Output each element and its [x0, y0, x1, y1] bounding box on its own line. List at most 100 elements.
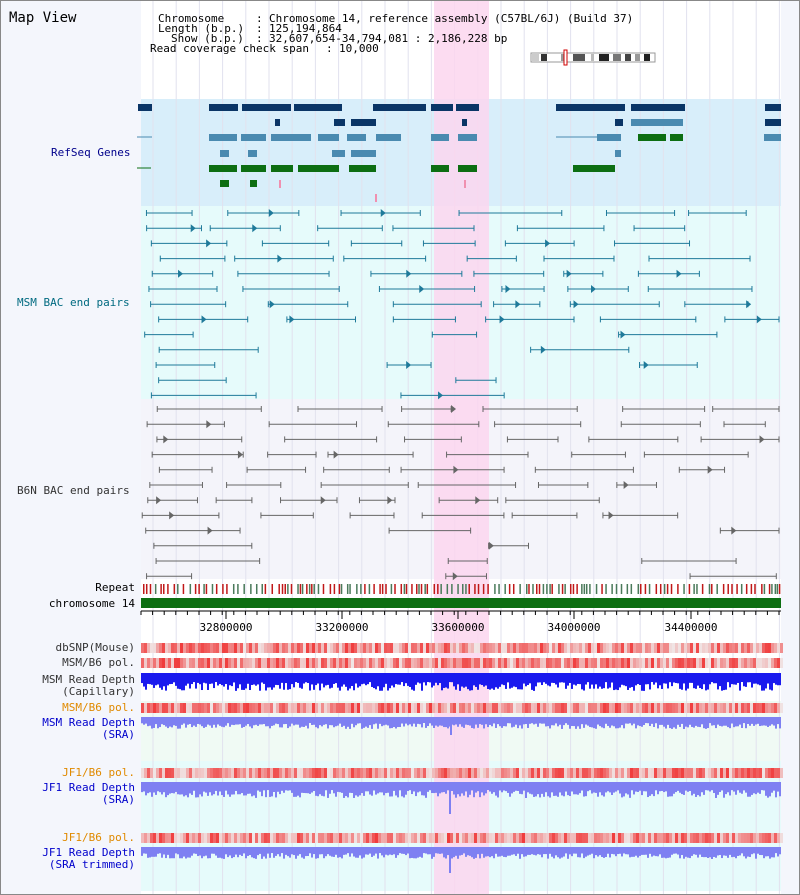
msm-depth-sra-bar	[323, 717, 325, 725]
msm-depth-capillary-bar	[315, 673, 317, 686]
msm-depth-capillary-bar	[331, 673, 333, 688]
jf1-b6-pol-heat	[411, 768, 414, 778]
msm-depth-sra-bar	[715, 717, 717, 729]
msm-depth-capillary-bar	[359, 673, 361, 687]
dbsnp-heat	[627, 643, 630, 653]
gene-exon	[271, 134, 311, 141]
msm-depth-capillary-bar	[735, 673, 737, 685]
dbsnp-heat	[453, 643, 456, 653]
jf1-depth-sra-bar	[385, 782, 387, 794]
msm-depth-sra-bar	[247, 717, 249, 725]
msm-depth-sra-bar	[519, 717, 521, 726]
msm-b6-pol-heat	[432, 658, 435, 668]
msm-depth-capillary-bar	[671, 673, 673, 687]
msm-depth-capillary-bar	[371, 673, 373, 687]
jf1-b6-pol2-heat	[390, 833, 393, 843]
jf1-depth-sra-bar	[447, 782, 449, 791]
jf1-depth-sra-bar	[537, 782, 539, 795]
repeat-element	[727, 584, 729, 594]
msm-b6-pol2-heat	[609, 703, 612, 713]
jf1-b6-pol-heat	[222, 768, 225, 778]
msm-b6-pol2-label: MSM/B6 pol.	[62, 701, 135, 714]
msm-depth-sra-bar	[159, 717, 161, 728]
jf1-depth-trim-bar	[247, 847, 249, 856]
msm-depth-capillary-bar	[335, 673, 337, 684]
msm-b6-pol-heat	[246, 658, 249, 668]
jf1-b6-pol-heat	[612, 768, 615, 778]
gene-exon	[615, 119, 623, 126]
msm-depth-sra-bar	[483, 717, 485, 729]
dbsnp-heat	[750, 643, 753, 653]
jf1-b6-pol2-heat	[624, 833, 627, 843]
msm-b6-pol2-heat	[561, 703, 564, 713]
msm-b6-pol-heat	[333, 658, 336, 668]
jf1-depth-sra-bar	[763, 782, 765, 791]
dbsnp-heat	[366, 643, 369, 653]
jf1-depth-trim-bar	[595, 847, 597, 856]
msm-b6-pol-heat	[648, 658, 651, 668]
jf1-b6-pol-heat	[492, 768, 495, 778]
jf1-depth-sra-bar	[177, 782, 179, 795]
jf1-depth-trim-bar	[605, 847, 607, 857]
msm-depth-sra-bar	[257, 717, 259, 726]
msm-b6-pol2-heat	[189, 703, 192, 713]
dbsnp-heat	[258, 643, 261, 653]
dbsnp-heat	[528, 643, 531, 653]
jf1-depth-sra-bar	[219, 782, 221, 792]
repeat-element	[542, 584, 545, 594]
jf1-depth-sra-bar	[463, 782, 465, 796]
dbsnp-heat	[642, 643, 645, 653]
msm-b6-pol2-heat	[717, 703, 720, 713]
msm-depth-capillary-bar	[351, 673, 353, 687]
msm-b6-pol2-heat	[414, 703, 417, 713]
repeat-element	[637, 584, 640, 594]
jf1-depth-sra-bar	[345, 782, 347, 797]
msm-depth-capillary-bar	[211, 673, 213, 684]
dbsnp-heat	[186, 643, 189, 653]
jf1-depth-trim-bar	[779, 847, 781, 855]
jf1-depth-trim-bar-spike	[449, 847, 451, 873]
dbsnp-heat	[357, 643, 360, 653]
jf1-b6-pol-heat	[522, 768, 525, 778]
msm-b6-pol-heat	[567, 658, 570, 668]
jf1-depth-trim-bar	[165, 847, 167, 859]
repeat-element	[317, 584, 320, 594]
msm-b6-pol2-heat	[549, 703, 552, 713]
msm-depth-capillary-bar	[223, 673, 225, 687]
msm-b6-pol-heat	[711, 658, 714, 668]
jf1-depth-sra-bar	[243, 782, 245, 796]
jf1-depth-trim-bar	[453, 847, 455, 858]
dbsnp-heat	[765, 643, 768, 653]
dbsnp-heat	[411, 643, 414, 653]
msm-depth-capillary-bar	[687, 673, 689, 689]
jf1-b6-pol2-heat	[666, 833, 669, 843]
jf1-b6-pol-heat	[555, 768, 558, 778]
jf1-depth-trim-bar	[179, 847, 181, 859]
msm-b6-pol-heat	[345, 658, 348, 668]
msm-depth-sra-bar	[255, 717, 257, 725]
jf1-b6-pol2-heat	[186, 833, 189, 843]
msm-depth-capillary-bar	[283, 673, 285, 690]
dbsnp-heat	[576, 643, 579, 653]
jf1-b6-pol-heat	[183, 768, 186, 778]
msm-b6-pol2-heat	[660, 703, 663, 713]
jf1-depth-sra-bar	[221, 782, 223, 796]
repeat-element	[776, 584, 779, 594]
msm-depth-sra-bar	[591, 717, 593, 728]
msm-depth-capillary-bar	[501, 673, 503, 685]
msm-depth-sra-bar	[689, 717, 691, 725]
msm-b6-pol2-heat	[276, 703, 279, 713]
jf1-depth-trim-bar	[563, 847, 565, 857]
dbsnp-heat	[225, 643, 228, 653]
jf1-b6-pol2-heat	[711, 833, 714, 843]
jf1-b6-pol2-heat	[150, 833, 153, 843]
jf1-b6-pol-heat	[141, 768, 144, 778]
msm-b6-pol-heat	[255, 658, 258, 668]
jf1-depth-sra-bar	[721, 782, 723, 791]
jf1-depth-trim-bar	[709, 847, 711, 858]
jf1-depth-trim-bar	[741, 847, 743, 854]
jf1-b6-pol-heat	[690, 768, 693, 778]
msm-depth-capillary-bar	[527, 673, 529, 685]
msm-depth-sra-bar	[309, 717, 311, 724]
